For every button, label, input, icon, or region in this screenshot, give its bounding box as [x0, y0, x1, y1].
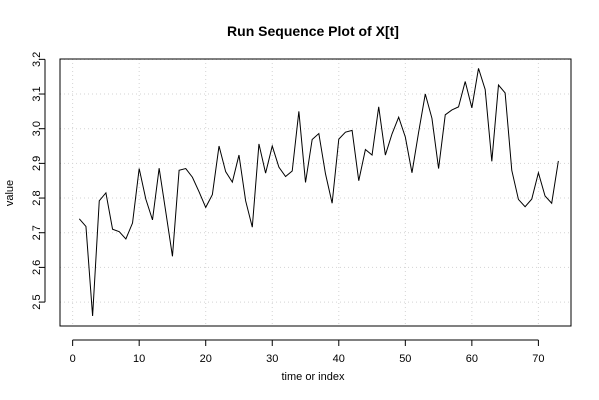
x-axis: 0 10 20 30 40 50 60 70: [70, 339, 545, 365]
x-tick-label: 70: [532, 353, 544, 365]
y-tick-label: 2.8: [31, 190, 43, 205]
x-tick-label: 0: [70, 353, 76, 365]
y-tick-label: 2.7: [31, 225, 43, 240]
y-tick-label: 3.0: [31, 121, 43, 136]
y-axis-label: value: [4, 180, 16, 206]
x-tick-label: 10: [133, 353, 145, 365]
y-tick-label: 2.6: [31, 260, 43, 275]
x-tick-label: 50: [399, 353, 411, 365]
plot-area-frame: [59, 58, 572, 327]
chart-title: Run Sequence Plot of X[t]: [227, 23, 399, 39]
series-layer: [78, 68, 559, 316]
x-tick-label: 20: [200, 353, 212, 365]
series-line: [78, 68, 559, 316]
grid-lines: [60, 58, 571, 326]
y-tick-label: 3.1: [31, 86, 43, 101]
y-tick-label: 3.2: [31, 52, 43, 67]
y-axis: 2.5 2.6 2.7 2.8 2.9 3.0 3.1 3.2: [31, 52, 46, 310]
y-tick-label: 2.9: [31, 156, 43, 171]
x-tick-label: 40: [333, 353, 345, 365]
x-tick-label: 30: [266, 353, 278, 365]
x-tick-label: 60: [466, 353, 478, 365]
y-tick-label: 2.5: [31, 294, 43, 309]
x-axis-label: time or index: [282, 371, 345, 383]
